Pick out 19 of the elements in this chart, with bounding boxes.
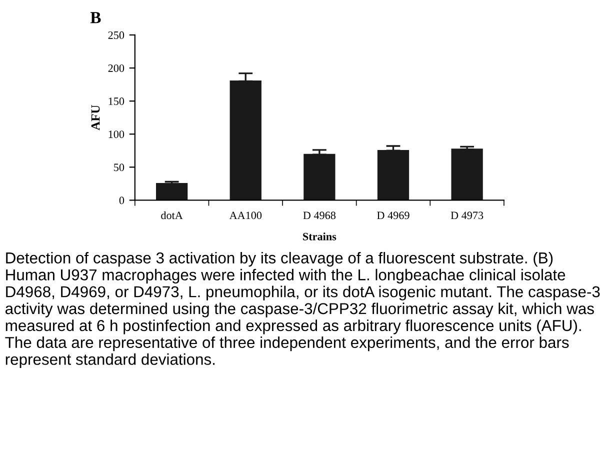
y-tick-label: 200 <box>108 64 124 72</box>
x-axis-title: Strains <box>303 232 336 240</box>
x-tick-label: D 4969 <box>377 212 410 220</box>
y-tick-label: 0 <box>119 196 124 204</box>
bar <box>451 148 483 200</box>
text: Detection of caspase 3 activation by its cleavage of a fluorescent substrate. (B) Human U937 macrophages were infected with the L. longbeachae clinical isolate D4968, D4969, or D4973, L. pneumophila, or its dotA isogenic mutant. The caspase-3 activity was determined using the caspase-3/CPP32 fluorimetric assay kit, which was measured at 6 h postinfection and expressed as arbitrary fluorescence units (AFU). The data are representative of three independent experiments, and the error bars represent standard deviations. <box>5 252 600 368</box>
y-axis-title: AFU <box>91 105 100 130</box>
bar <box>304 154 336 200</box>
y-tick-label: 100 <box>108 130 124 138</box>
x-tick-label: D 4973 <box>450 212 484 220</box>
y-tick-label: 150 <box>108 98 124 106</box>
x-tick-label: AA100 <box>229 212 262 220</box>
bar <box>377 150 410 200</box>
text: B <box>90 12 101 24</box>
y-tick-label: 50 <box>114 164 124 172</box>
x-tick-label: D 4968 <box>303 212 336 220</box>
y-tick-label: 250 <box>108 31 124 39</box>
bar <box>156 182 188 200</box>
x-tick-label: dotA <box>161 211 183 220</box>
